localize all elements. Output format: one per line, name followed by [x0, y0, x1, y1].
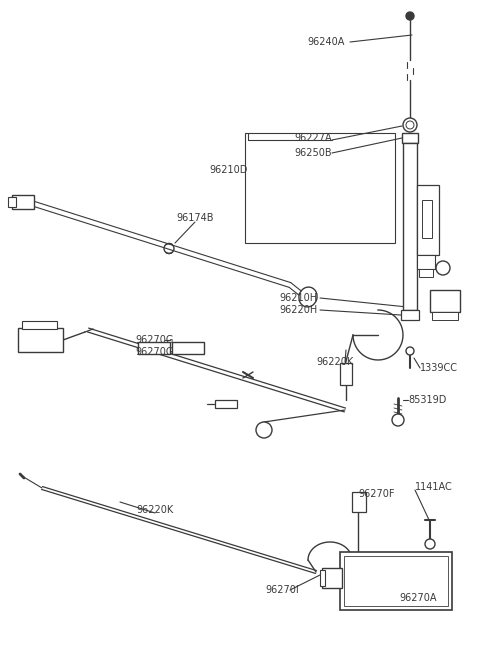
Text: 96220H: 96220H [280, 305, 318, 315]
Bar [419, 269, 433, 277]
Bar [432, 312, 458, 320]
Bar [18, 328, 63, 352]
Text: 85319D: 85319D [408, 395, 446, 405]
Bar [344, 556, 448, 606]
Text: 96270G: 96270G [136, 347, 174, 357]
Text: 96174B: 96174B [176, 213, 214, 223]
Circle shape [436, 261, 450, 275]
Bar [340, 363, 352, 385]
Circle shape [406, 121, 414, 129]
Text: 96210H: 96210H [280, 293, 318, 303]
Bar [417, 185, 439, 255]
Bar [430, 290, 460, 312]
Text: 96270G: 96270G [136, 335, 174, 345]
Bar [22, 321, 57, 329]
Circle shape [406, 347, 414, 355]
Bar [138, 342, 170, 354]
Circle shape [406, 12, 414, 20]
Bar [8, 197, 16, 207]
Bar [322, 568, 342, 588]
Text: 96270A: 96270A [399, 593, 437, 603]
Bar [352, 492, 366, 512]
Text: 96227A: 96227A [294, 133, 332, 143]
Bar [215, 400, 237, 408]
Bar [401, 310, 419, 320]
Bar [320, 570, 325, 586]
Circle shape [392, 414, 404, 426]
Text: 1141AC: 1141AC [415, 482, 453, 492]
Text: 96210D: 96210D [210, 165, 248, 175]
Bar [245, 133, 395, 243]
Circle shape [256, 422, 272, 438]
Text: 96250B: 96250B [294, 148, 332, 158]
Bar [12, 195, 34, 209]
Bar [172, 342, 204, 354]
Text: 96220K: 96220K [136, 505, 174, 515]
Bar [422, 200, 432, 238]
Circle shape [425, 539, 435, 549]
Text: 96270F: 96270F [358, 489, 395, 499]
Text: 96270I: 96270I [265, 585, 299, 595]
Text: 96240A: 96240A [308, 37, 345, 47]
Text: 1339CC: 1339CC [420, 363, 458, 373]
Ellipse shape [299, 287, 317, 307]
Bar [403, 143, 417, 310]
Circle shape [403, 118, 417, 132]
Bar [340, 552, 452, 610]
Bar [402, 133, 418, 143]
Bar [417, 255, 435, 269]
Text: 96220K: 96220K [316, 357, 354, 367]
